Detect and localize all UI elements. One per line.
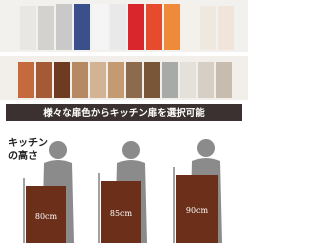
- cabinet-label: 90cm: [186, 206, 209, 215]
- height-label: キッチン: [8, 137, 48, 149]
- banner-text: 様々な扉色からキッチン扉を選択可能: [43, 107, 205, 119]
- page: {"banner": "様々な扉色からキッチン扉を選択可能", "height_…: [0, 0, 248, 243]
- height-label: の高さ: [8, 149, 38, 162]
- wood-swatches: [0, 56, 248, 100]
- cabinet-label: 80cm: [35, 212, 58, 221]
- cabinet-label: 85cm: [110, 209, 133, 218]
- product-image: 様々な扉色からキッチン扉を選択可能 キッチン の高さ 80cm 85cm 90c…: [0, 0, 248, 243]
- color-swatches: [0, 0, 248, 52]
